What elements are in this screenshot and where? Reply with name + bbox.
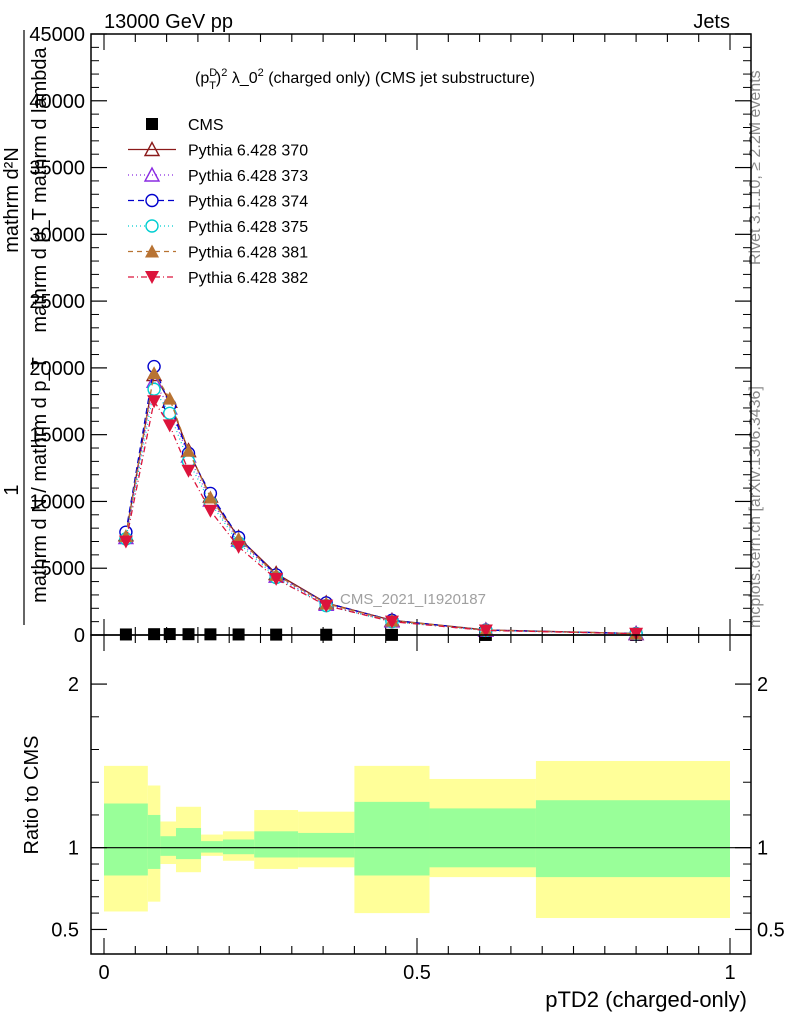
- ratio-green-band-bin: [429, 808, 536, 868]
- ratio-green-band-bin: [298, 832, 355, 858]
- data-point: [147, 395, 162, 409]
- data-point: [182, 628, 195, 641]
- legend-label: Pythia 6.428 382: [188, 270, 308, 287]
- ratio-y-axis-label: Ratio to CMS: [21, 736, 43, 855]
- svg-text:mathrm d²N: mathrm d²N: [1, 147, 23, 253]
- ratio-green-band-bin: [175, 828, 202, 860]
- header-collision-label: 13000 GeV pp: [104, 11, 233, 33]
- data-point: [147, 366, 162, 380]
- data-point: [162, 391, 177, 405]
- main-plot: 0 5000 10000 15000 20000 25000 30000 35000 40000…: [29, 24, 752, 647]
- ratio-green-band-bin: [201, 841, 223, 853]
- ratio-frame: [90, 634, 752, 955]
- analysis-watermark: CMS_2021_I1920187: [340, 591, 486, 608]
- ratio-plot: 0.5 0.5 1 1 2 2 0 0.5 1: [51, 634, 785, 984]
- x-tick-label: 1: [724, 962, 735, 984]
- data-point: [319, 599, 334, 613]
- svg-text:mathrm d N / mathrm d p_T: mathrm d N / mathrm d p_T: [29, 357, 51, 603]
- ratio-green-band-bin: [535, 800, 730, 878]
- legend-label: Pythia 6.428 375: [188, 219, 308, 236]
- ratio-green-band-bin: [160, 836, 176, 856]
- ratio-green-band-bin: [104, 803, 148, 876]
- data-point: [148, 628, 161, 641]
- main-y-axis-label: 1 mathrm d N / mathrm d p_T mathrm d²N m…: [1, 30, 51, 625]
- data-point: [163, 406, 177, 420]
- legend-marker: [145, 219, 159, 233]
- data-point: [231, 540, 246, 554]
- series-6: [118, 395, 644, 641]
- legend-marker: [146, 118, 158, 130]
- data-point: [269, 572, 284, 586]
- legend-marker: [145, 271, 159, 284]
- legend-marker: [143, 141, 161, 157]
- data-point: [181, 443, 196, 457]
- legend-label: Pythia 6.428 370: [188, 143, 308, 160]
- ratio-y-tick-label: 2: [68, 674, 79, 696]
- data-point: [203, 504, 218, 518]
- data-point: [147, 382, 161, 396]
- legend-label: Pythia 6.428 373: [188, 168, 308, 185]
- main-y-tick-label: 0: [74, 625, 85, 647]
- ratio-y-tick-label: 1: [68, 838, 79, 860]
- ratio-green-band-bin: [254, 831, 299, 858]
- mcplots-label: mcplots.cern.ch [arXiv:1306.3436]: [747, 386, 764, 628]
- main-y-tick-label: 15000: [29, 425, 85, 447]
- legend-marker: [143, 166, 161, 182]
- main-y-tick-label: 25000: [29, 291, 85, 313]
- main-y-tick-label: 35000: [29, 158, 85, 180]
- svg-text:mathrm d p_T mathrm d lambda: mathrm d p_T mathrm d lambda: [29, 46, 51, 332]
- ratio-y-tick-label-right: 0.5: [757, 919, 785, 941]
- header-category-label: Jets: [693, 11, 730, 33]
- main-y-tick-label: 30000: [29, 224, 85, 246]
- data-point: [203, 490, 218, 504]
- main-y-tick-label: 10000: [29, 491, 85, 513]
- legend-label: Pythia 6.428 381: [188, 245, 308, 262]
- data-point: [118, 535, 133, 549]
- legend-marker: [145, 244, 159, 258]
- x-tick-label: 0.5: [403, 962, 431, 984]
- legend-label: CMS: [188, 117, 224, 134]
- data-point: [478, 624, 493, 638]
- ratio-green-band-bin: [147, 814, 161, 869]
- data-point: [162, 419, 177, 433]
- legend-label: Pythia 6.428 374: [188, 194, 308, 211]
- x-tick-label: 0: [98, 962, 109, 984]
- main-y-tick-label: 40000: [29, 91, 85, 113]
- legend: CMS Pythia 6.428 370 Pythia 6.428 373 Pythi…: [128, 117, 308, 287]
- main-y-tick-label: 20000: [29, 358, 85, 380]
- main-y-tick-label: 45000: [29, 24, 85, 46]
- data-point: [629, 627, 644, 641]
- x-axis-label: pTD2 (charged-only): [545, 987, 747, 1012]
- data-point: [163, 628, 176, 641]
- ratio-y-tick-label-right: 2: [757, 674, 768, 696]
- svg-text:1: 1: [1, 484, 23, 495]
- legend-marker: [145, 193, 159, 208]
- ratio-green-band-bin: [354, 801, 430, 876]
- data-point: [181, 464, 196, 478]
- data-point: [384, 615, 399, 629]
- series-line: [125, 364, 637, 635]
- ratio-y-tick-label-right: 1: [757, 838, 768, 860]
- ratio-y-tick-label: 0.5: [51, 919, 79, 941]
- ratio-green-band-bin: [222, 839, 255, 855]
- main-y-tick-label: 5000: [41, 558, 86, 580]
- plot-title: (pD T)2 λ_02 (charged only) (CMS jet subs…: [195, 67, 535, 92]
